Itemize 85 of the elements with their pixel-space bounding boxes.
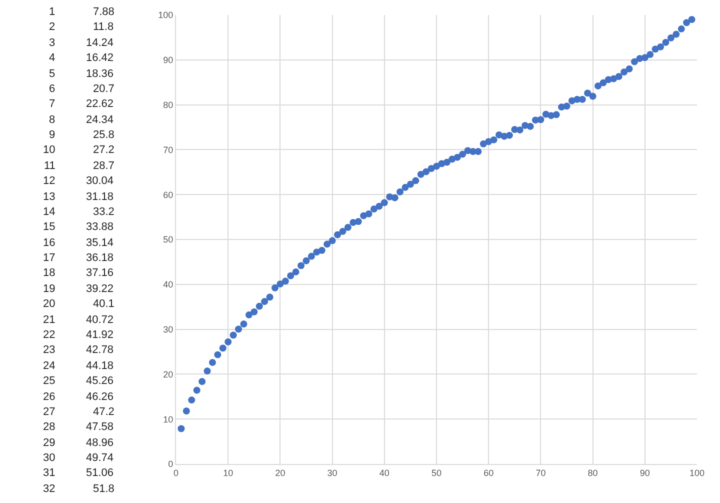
text: 20 — [43, 298, 56, 310]
text: 32 — [43, 483, 56, 495]
text: 31 — [43, 467, 56, 479]
text: 13 — [43, 191, 56, 203]
text: 21 — [43, 314, 56, 326]
text: 26 — [43, 391, 56, 403]
text: 30 — [43, 452, 56, 464]
text: 22.62 — [86, 98, 114, 110]
text: 25 — [43, 375, 56, 387]
text: 7 — [49, 98, 56, 110]
text: 18.36 — [86, 68, 114, 80]
text: 11 — [44, 160, 56, 172]
y-tick-label: 0 — [168, 459, 174, 470]
text: 28.7 — [93, 160, 114, 172]
text: 36.18 — [86, 252, 114, 264]
text: 12 — [43, 175, 56, 187]
text: 33.2 — [93, 206, 114, 218]
y-tick-label: 60 — [163, 190, 174, 200]
y-tick-label: 100 — [158, 10, 174, 20]
y-tick-label: 50 — [163, 234, 174, 245]
text: 24 — [43, 360, 56, 372]
text: 51.8 — [93, 483, 114, 495]
text: 31.18 — [86, 191, 114, 203]
text: 39.22 — [86, 283, 114, 295]
text: 22 — [43, 329, 56, 341]
x-tick-label: 70 — [536, 468, 546, 478]
x-tick-label: 20 — [275, 468, 286, 478]
x-tick-label: 90 — [640, 468, 650, 478]
y-tick-label: 40 — [163, 280, 174, 290]
text: 29 — [43, 437, 56, 449]
y-tick-label: 10 — [163, 414, 174, 424]
text: 42.78 — [86, 344, 114, 356]
x-tick-label: 60 — [484, 468, 494, 478]
text: 8 — [49, 114, 56, 126]
text: 24.34 — [86, 114, 114, 126]
text: 23 — [43, 344, 56, 356]
y-tick-label: 70 — [163, 144, 174, 155]
text: 5 — [49, 68, 56, 80]
text: 17 — [43, 252, 56, 264]
x-tick-label: 80 — [588, 468, 598, 478]
text: 47.2 — [93, 406, 114, 418]
text: 2 — [49, 21, 56, 33]
x-tick-label: 30 — [327, 468, 338, 478]
y-tick-label: 30 — [163, 324, 174, 334]
text: 6 — [49, 83, 56, 95]
x-tick-label: 40 — [379, 468, 390, 478]
text: 48.96 — [86, 437, 114, 449]
text: 1 — [49, 6, 56, 18]
text: 49.74 — [86, 452, 114, 464]
text: 40.72 — [86, 314, 114, 326]
text: 41.92 — [86, 329, 114, 341]
y-tick-label: 20 — [163, 369, 174, 380]
text: 47.58 — [86, 421, 114, 433]
text: 51.06 — [86, 467, 114, 479]
text: 9 — [49, 129, 56, 141]
text: 28 — [43, 421, 56, 433]
y-tick-label: 90 — [163, 55, 174, 66]
text: 20.7 — [93, 83, 114, 95]
text: 33.88 — [86, 221, 114, 233]
text: 45.26 — [86, 375, 114, 387]
text: 27 — [43, 406, 56, 418]
x-tick-label: 100 — [689, 468, 705, 478]
text: 16 — [43, 237, 56, 249]
text: 14.24 — [86, 37, 114, 49]
text: 16.42 — [86, 52, 114, 64]
text: 30.04 — [86, 175, 114, 187]
text: 40.1 — [93, 298, 114, 310]
text: 3 — [49, 37, 56, 49]
text: 19 — [43, 283, 56, 295]
x-tick-label: 50 — [431, 468, 442, 478]
text: 10 — [43, 144, 56, 156]
text: 7.88 — [93, 6, 114, 18]
y-tick-label: 80 — [163, 100, 174, 110]
text: 35.14 — [86, 237, 114, 249]
text: 37.16 — [86, 267, 114, 279]
text: 27.2 — [93, 144, 114, 156]
x-tick-label: 10 — [223, 468, 234, 478]
text: 25.8 — [93, 129, 114, 141]
text: 44.18 — [86, 360, 114, 372]
text: 11.8 — [93, 21, 114, 33]
text: 46.26 — [86, 391, 114, 403]
text: 18 — [43, 267, 56, 279]
text: 4 — [49, 52, 56, 64]
text: 14 — [43, 206, 56, 218]
text: 15 — [43, 221, 56, 233]
